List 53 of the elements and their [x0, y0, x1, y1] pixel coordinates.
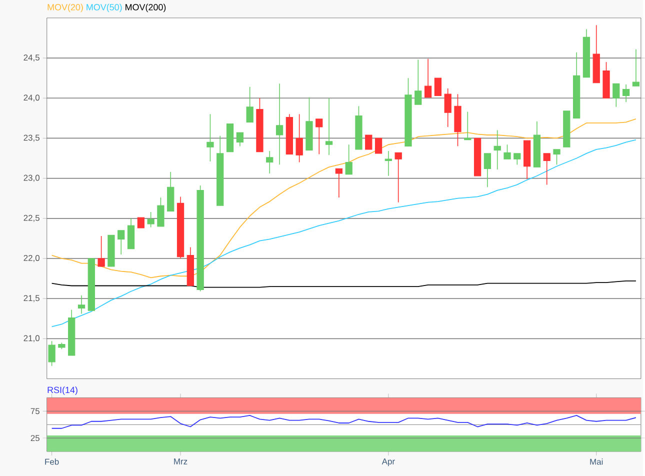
y-tick-label: 75 — [30, 408, 40, 414]
candlestick — [78, 294, 86, 314]
y-tick-label: 21,0 — [24, 334, 40, 342]
text: MOV(50) — [86, 4, 122, 12]
candlestick — [444, 88, 452, 128]
candlestick — [434, 78, 442, 96]
candlestick — [118, 230, 125, 255]
y-tick-label: 22,5 — [24, 214, 40, 222]
y-tick-label: 21,5 — [24, 294, 40, 302]
x-tick-label: Mrz — [174, 458, 188, 464]
candlestick — [494, 130, 501, 170]
candlestick — [127, 218, 135, 250]
y-tick-label: 23,5 — [24, 134, 40, 142]
y-tick-label: 22,0 — [24, 254, 40, 262]
y-tick-label: 24,5 — [24, 54, 40, 62]
candlestick — [296, 114, 303, 162]
x-tick-label: Mai — [590, 458, 603, 465]
candlestick — [48, 340, 56, 366]
candlestick — [266, 150, 274, 174]
candlestick — [553, 148, 560, 165]
candlestick — [276, 83, 284, 165]
candlestick — [504, 144, 511, 160]
candlestick — [414, 59, 422, 105]
candlestick — [345, 144, 352, 174]
candlestick — [365, 134, 372, 150]
candlestick — [543, 152, 550, 185]
candlestick — [316, 118, 323, 154]
y-tick-label: 25 — [30, 434, 40, 441]
candlestick — [374, 138, 382, 154]
candlestick — [98, 235, 105, 267]
candlestick — [464, 111, 472, 140]
x-tick-label: Apr — [382, 458, 395, 466]
candlestick — [394, 152, 402, 203]
candlestick — [632, 48, 640, 86]
candlestick — [424, 58, 432, 98]
candlestick — [147, 211, 154, 228]
candlestick — [157, 196, 164, 227]
candlestick — [325, 97, 333, 156]
text: MOV(20) — [48, 4, 83, 12]
candlestick — [384, 150, 392, 176]
candlestick — [514, 152, 521, 165]
candlestick — [622, 84, 630, 102]
y-tick-label: 23,0 — [24, 174, 40, 182]
candlestick — [335, 168, 342, 198]
x-tick-label: Feb — [45, 458, 59, 465]
candlestick — [246, 86, 254, 122]
text: RSI(14) — [48, 386, 78, 395]
candlestick — [612, 83, 620, 108]
y-tick-label: 24,0 — [24, 94, 40, 102]
text: MOV(200) — [126, 4, 166, 12]
candlestick — [484, 152, 492, 188]
candlestick — [206, 114, 214, 162]
candlestick — [236, 132, 244, 146]
